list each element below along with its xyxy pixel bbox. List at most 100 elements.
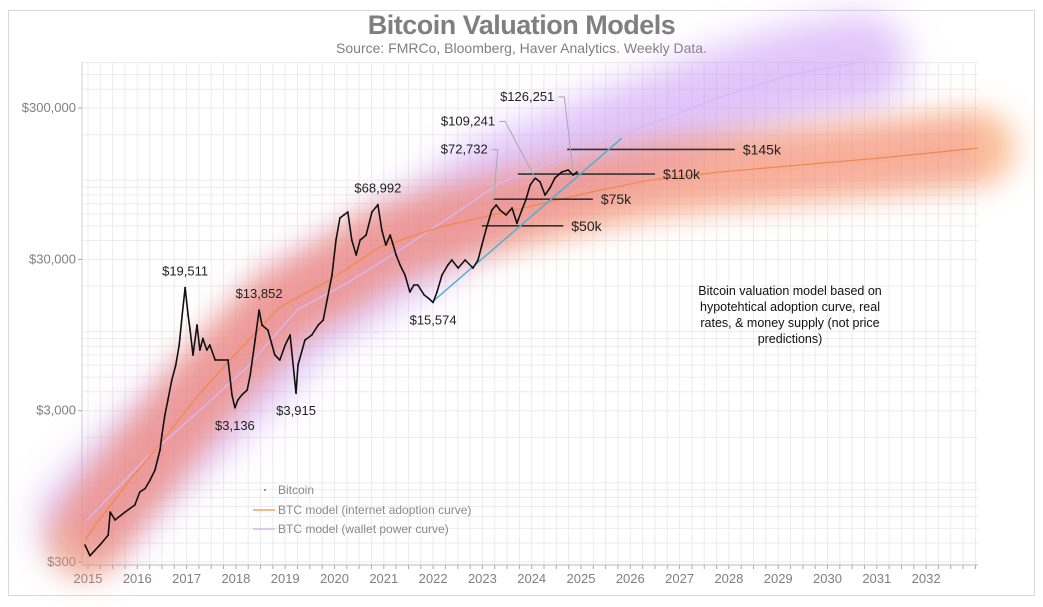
x-tick-label: 2022	[419, 571, 448, 586]
bitcoin-data-point	[484, 229, 487, 231]
legend-adoption-label: BTC model (internet adoption curve)	[278, 503, 471, 517]
bitcoin-data-point	[98, 544, 101, 546]
bitcoin-data-point	[240, 394, 243, 396]
bitcoin-data-point	[236, 399, 239, 401]
bitcoin-data-point	[289, 334, 292, 336]
bitcoin-data-point	[189, 329, 191, 331]
bitcoin-data-point	[254, 339, 257, 341]
bitcoin-data-point	[441, 274, 443, 276]
bitcoin-data-point	[181, 314, 184, 316]
bitcoin-data-point	[404, 274, 406, 276]
bitcoin-data-point	[297, 364, 299, 366]
callout-leader-line	[558, 96, 574, 173]
model-note-text: hypotehtical adoption curve, real	[700, 300, 880, 314]
bitcoin-data-point	[331, 274, 333, 276]
bitcoin-data-point	[164, 414, 166, 416]
bitcoin-data-point	[109, 511, 112, 514]
bitcoin-data-point	[304, 339, 306, 341]
chart-title: Bitcoin Valuation Models	[367, 10, 676, 40]
bitcoin-data-point	[310, 334, 313, 336]
bitcoin-data-point	[317, 324, 320, 326]
bitcoin-data-point	[495, 204, 498, 206]
bitcoin-data-point	[219, 359, 222, 361]
bitcoin-data-point	[516, 222, 518, 225]
model-note-text: predictions)	[758, 332, 823, 346]
x-tick-label: 2021	[369, 571, 398, 586]
bitcoin-data-point	[114, 519, 117, 521]
model-note-text: rates, & money supply (not price	[700, 316, 879, 330]
bitcoin-data-point	[322, 319, 325, 322]
bitcoin-data-point	[278, 359, 281, 361]
legend-wallet-label: BTC model (wallet power curve)	[278, 522, 449, 536]
x-tick-label: 2027	[665, 571, 694, 586]
bitcoin-data-point	[520, 209, 523, 211]
bitcoin-data-point	[208, 344, 211, 346]
bitcoin-data-point	[339, 217, 341, 219]
bitcoin-data-point	[326, 299, 329, 301]
chart-frame	[8, 10, 1035, 596]
bitcoin-data-point	[560, 171, 563, 173]
bitcoin-data-point	[446, 264, 449, 266]
bitcoin-data-point	[399, 264, 401, 266]
bitcoin-data-point	[267, 329, 269, 331]
bitcoin-data-point	[184, 286, 187, 289]
model-note-text: Bitcoin valuation model based on	[698, 284, 882, 298]
bitcoin-data-point	[258, 309, 260, 312]
level-label: $110k	[663, 166, 701, 182]
bitcoin-data-point	[553, 177, 556, 179]
y-tick-label: $300,000	[22, 100, 76, 115]
x-tick-label: 2018	[221, 571, 250, 586]
bitcoin-data-point	[457, 267, 460, 269]
bitcoin-data-point	[380, 229, 383, 231]
callout-label: $126,251	[500, 89, 554, 104]
bitcoin-data-point	[472, 267, 474, 269]
bitcoin-data-point	[365, 234, 367, 236]
bitcoin-data-point	[178, 344, 181, 346]
bitcoin-data-point	[409, 291, 411, 293]
trend-line	[431, 137, 623, 303]
bitcoin-data-point	[107, 534, 110, 536]
bitcoin-data-point	[355, 254, 358, 256]
wallet-power-curve-line	[86, 61, 861, 521]
level-label: $50k	[571, 218, 602, 234]
bitcoin-data-point	[511, 207, 513, 209]
bitcoin-data-point	[138, 491, 141, 493]
bitcoin-data-point	[477, 259, 479, 261]
price-label: $13,852	[236, 286, 283, 301]
bitcoin-data-point	[161, 434, 163, 436]
bitcoin-data-point	[412, 284, 415, 286]
bitcoin-data-point	[124, 511, 126, 514]
bitcoin-data-point	[201, 337, 204, 340]
bitcoin-data-point	[89, 554, 91, 557]
bitcoin-data-point	[567, 169, 570, 171]
internet-adoption-curve-line	[84, 147, 978, 541]
x-tick-label: 2032	[912, 571, 941, 586]
legend-bitcoin-label: Bitcoin	[278, 483, 314, 497]
callout-leader-line	[499, 121, 536, 179]
bitcoin-data-point	[154, 469, 156, 471]
legend: Bitcoin BTC model (internet adoption curv…	[253, 483, 471, 536]
bitcoin-data-point	[149, 479, 152, 481]
x-tick-label: 2020	[320, 571, 349, 586]
bitcoin-data-point	[384, 244, 387, 246]
bitcoin-data-point	[505, 214, 507, 216]
bitcoin-data-point	[249, 374, 252, 376]
bitcoin-data-point	[490, 209, 493, 211]
bitcoin-data-point	[174, 364, 177, 366]
x-tick-label: 2019	[271, 571, 300, 586]
bitcoin-data-point	[246, 389, 249, 391]
bitcoin-data-point	[196, 324, 198, 326]
bitcoin-data-point	[214, 359, 217, 361]
bitcoin-data-point	[499, 209, 502, 211]
bitcoin-data-point	[416, 284, 419, 286]
y-tick-label: $30,000	[29, 251, 76, 266]
price-label: $19,511	[162, 264, 208, 279]
bitcoin-data-point	[350, 239, 353, 241]
bitcoin-data-point	[395, 254, 398, 256]
x-tick-label: 2025	[567, 571, 596, 586]
bitcoin-data-point	[295, 392, 297, 395]
bitcoin-data-point	[133, 504, 136, 506]
bitcoin-data-point	[84, 544, 86, 546]
y-tick-label: $3,000	[36, 403, 76, 418]
